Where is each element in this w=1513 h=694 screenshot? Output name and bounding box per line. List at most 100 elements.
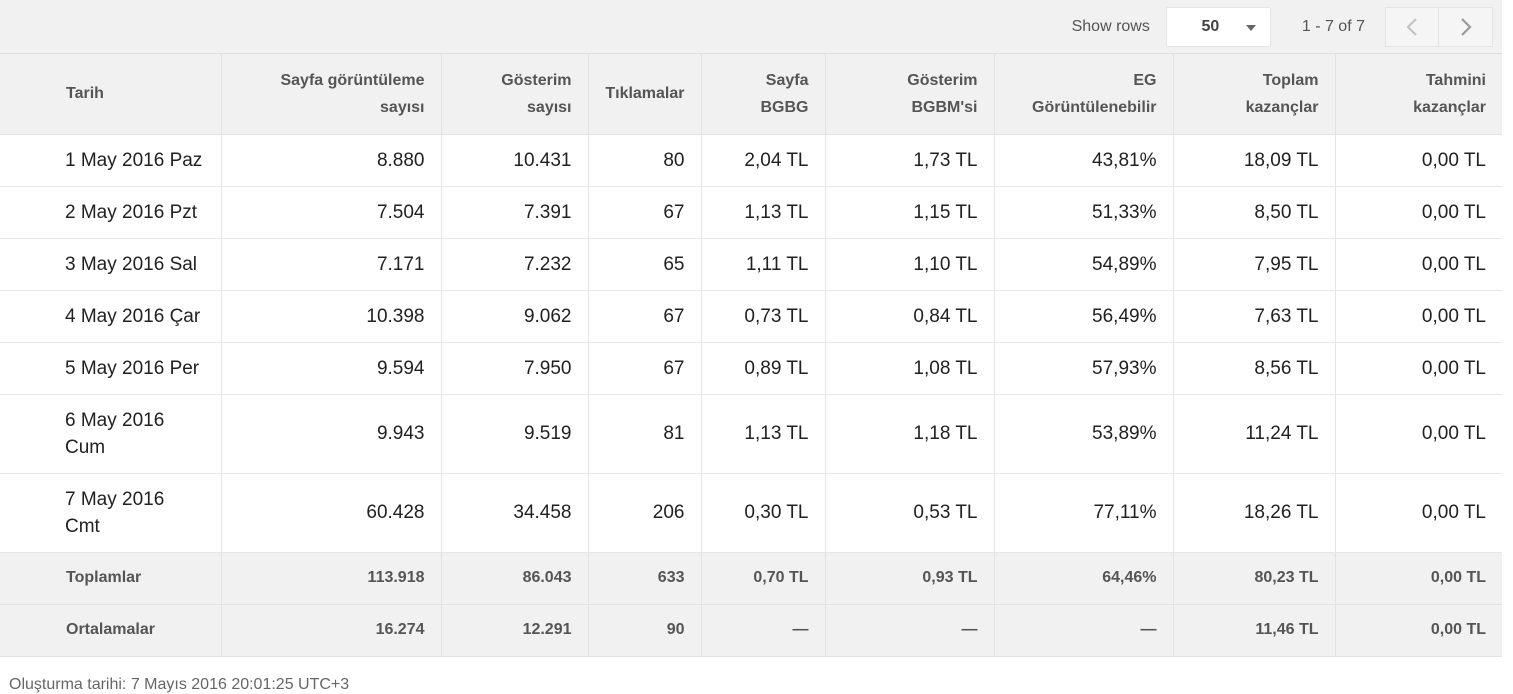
cell-date: 2 May 2016 Pzt — [0, 186, 222, 239]
cell-page-rpm: 2,04 TL — [701, 134, 826, 187]
table-row: 6 May 2016 Cum 9.943 9.519 81 1,13 TL 1,18 TL… — [0, 394, 1502, 474]
cell-impressions: 34.458 — [441, 473, 589, 553]
averages-cell-estimated-earnings: 0,00 TL — [1335, 604, 1502, 657]
header-label-line: BGBM'si — [911, 98, 978, 116]
cell-active-view-viewable: 54,89% — [994, 238, 1174, 291]
cell-impression-rpm: 1,18 TL — [825, 394, 995, 474]
earnings-table: Tarih Sayfa görüntüleme sayısı Gösterim sayı… — [0, 54, 1502, 657]
header-label-line: sayısı — [380, 98, 425, 116]
cell-impressions: 10.431 — [441, 134, 589, 187]
averages-cell-pageviews: 16.274 — [221, 604, 442, 657]
table-row: 1 May 2016 Paz 8.880 10.431 80 2,04 TL 1,73 T… — [0, 134, 1502, 187]
cell-date: 6 May 2016 Cum — [0, 394, 222, 474]
cell-page-rpm: 0,73 TL — [701, 290, 826, 343]
cell-impression-rpm: 1,10 TL — [825, 238, 995, 291]
averages-cell-total-earnings: 11,46 TL — [1173, 604, 1336, 657]
created-timestamp: Oluşturma tarihi: 7 Mayıs 2016 20:01:25 … — [9, 676, 350, 693]
column-header-total-earnings[interactable]: Toplam kazançlar — [1173, 54, 1336, 135]
cell-date: 1 May 2016 Paz — [0, 134, 222, 187]
header-label-line: BGBG — [760, 98, 809, 116]
prev-page-button[interactable] — [1385, 6, 1439, 47]
averages-cell-date: Ortalamalar — [0, 604, 222, 657]
cell-impression-rpm: 0,84 TL — [825, 290, 995, 343]
cell-impression-rpm: 1,15 TL — [825, 186, 995, 239]
table-toolbar: Show rows 50 1 - 7 of 7 — [0, 0, 1502, 54]
header-label-line: kazançlar — [1413, 98, 1486, 116]
cell-impressions: 7.391 — [441, 186, 589, 239]
column-header-clicks[interactable]: Tıklamalar — [588, 54, 702, 135]
show-rows-label: Show rows — [1071, 17, 1150, 35]
cell-page-rpm: 0,89 TL — [701, 342, 826, 395]
table-row: 3 May 2016 Sal 7.171 7.232 65 1,11 TL 1,10 TL… — [0, 238, 1502, 291]
cell-estimated-earnings: 0,00 TL — [1335, 238, 1502, 291]
cell-pageviews: 9.943 — [221, 394, 442, 474]
cell-page-rpm: 1,13 TL — [701, 186, 826, 239]
header-label-line: Sayfa görüntüleme — [280, 71, 425, 89]
cell-impressions: 7.232 — [441, 238, 589, 291]
cell-clicks: 67 — [588, 186, 702, 239]
column-header-pageviews[interactable]: Sayfa görüntüleme sayısı — [221, 54, 442, 135]
cell-pageviews: 7.171 — [221, 238, 442, 291]
column-header-impression-rpm[interactable]: Gösterim BGBM'si — [825, 54, 995, 135]
totals-cell-impressions: 86.043 — [441, 552, 589, 605]
report-panel: Show rows 50 1 - 7 of 7 Tarih Sayfa — [0, 0, 1502, 657]
averages-cell-active-view-viewable: — — [994, 604, 1174, 657]
cell-impression-rpm: 0,53 TL — [825, 473, 995, 553]
cell-date: 5 May 2016 Per — [0, 342, 222, 395]
column-header-impressions[interactable]: Gösterim sayısı — [441, 54, 589, 135]
averages-cell-page-rpm: — — [701, 604, 826, 657]
cell-pageviews: 60.428 — [221, 473, 442, 553]
totals-row: Toplamlar 113.918 86.043 633 0,70 TL 0,93 TL 6… — [0, 552, 1502, 605]
cell-impressions: 9.519 — [441, 394, 589, 474]
column-header-page-rpm[interactable]: Sayfa BGBG — [701, 54, 826, 135]
header-label-line: Tahmini — [1425, 71, 1486, 89]
cell-page-rpm: 1,11 TL — [701, 238, 826, 291]
cell-estimated-earnings: 0,00 TL — [1335, 186, 1502, 239]
cell-clicks: 80 — [588, 134, 702, 187]
cell-impressions: 7.950 — [441, 342, 589, 395]
averages-cell-clicks: 90 — [588, 604, 702, 657]
cell-active-view-viewable: 51,33% — [994, 186, 1174, 239]
table-row: 7 May 2016 Cmt 60.428 34.458 206 0,30 TL 0,53… — [0, 473, 1502, 553]
averages-row: Ortalamalar 16.274 12.291 90— — —11,46 TL 0,00… — [0, 604, 1502, 657]
column-header-date[interactable]: Tarih — [0, 54, 222, 135]
cell-date: 7 May 2016 Cmt — [0, 473, 222, 553]
rows-per-page-select[interactable]: 50 — [1165, 6, 1271, 47]
header-label-line: EG — [1133, 71, 1157, 89]
cell-pageviews: 9.594 — [221, 342, 442, 395]
cell-estimated-earnings: 0,00 TL — [1335, 394, 1502, 474]
cell-page-rpm: 1,13 TL — [701, 394, 826, 474]
column-header-active-view-viewable[interactable]: EG Görüntülenebilir — [994, 54, 1174, 135]
chevron-left-icon — [1406, 17, 1417, 36]
header-label-line: Gösterim — [501, 71, 572, 89]
cell-clicks: 65 — [588, 238, 702, 291]
chevron-down-icon — [1245, 24, 1256, 31]
totals-cell-date: Toplamlar — [0, 552, 222, 605]
cell-active-view-viewable: 77,11% — [994, 473, 1174, 553]
totals-cell-clicks: 633 — [588, 552, 702, 605]
header-label-line: Görüntülenebilir — [1032, 98, 1157, 116]
cell-active-view-viewable: 43,81% — [994, 134, 1174, 187]
totals-cell-estimated-earnings: 0,00 TL — [1335, 552, 1502, 605]
cell-pageviews: 8.880 — [221, 134, 442, 187]
cell-pageviews: 10.398 — [221, 290, 442, 343]
header-label-line: Tarih — [66, 85, 104, 103]
rows-per-page-value: 50 — [1201, 17, 1220, 35]
next-page-button[interactable] — [1439, 6, 1493, 47]
averages-cell-impression-rpm: — — [825, 604, 995, 657]
cell-total-earnings: 18,09 TL — [1173, 134, 1336, 187]
header-label-line: Sayfa — [765, 71, 809, 89]
column-header-estimated-earnings[interactable]: Tahmini kazançlar — [1335, 54, 1502, 135]
table-row: 5 May 2016 Per 9.594 7.950 67 0,89 TL 1,08 TL… — [0, 342, 1502, 395]
header-label-line: Toplam — [1262, 71, 1319, 89]
header-label-line: Gösterim — [907, 71, 978, 89]
averages-cell-impressions: 12.291 — [441, 604, 589, 657]
totals-cell-impression-rpm: 0,93 TL — [825, 552, 995, 605]
table-header-row: Tarih Sayfa görüntüleme sayısı Gösterim sayı… — [0, 54, 1502, 135]
cell-pageviews: 7.504 — [221, 186, 442, 239]
cell-clicks: 81 — [588, 394, 702, 474]
cell-total-earnings: 18,26 TL — [1173, 473, 1336, 553]
pagination-controls — [1385, 6, 1493, 47]
cell-total-earnings: 7,63 TL — [1173, 290, 1336, 343]
cell-date: 4 May 2016 Çar — [0, 290, 222, 343]
